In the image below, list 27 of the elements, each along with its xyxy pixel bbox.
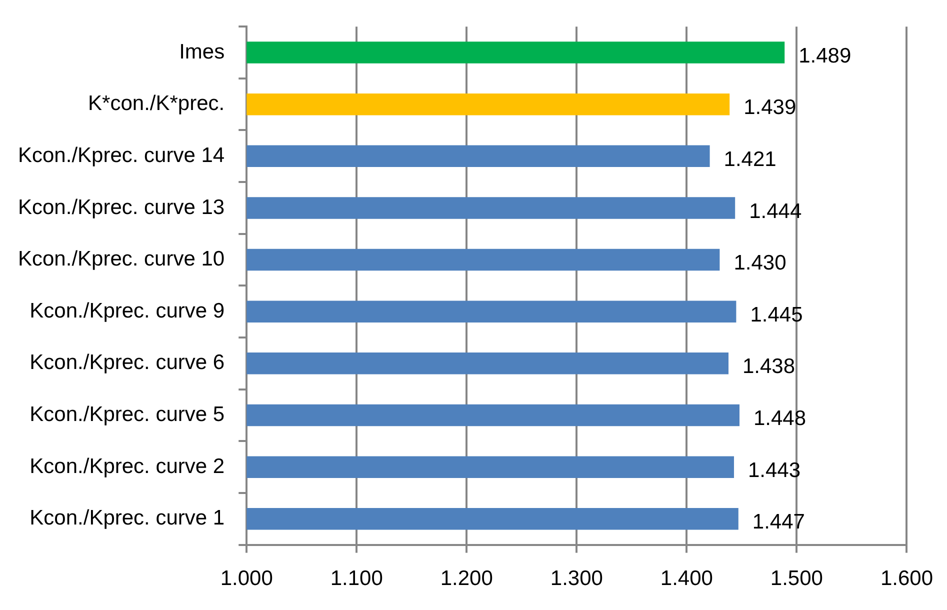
x-tick-label: 1.300 xyxy=(550,567,603,590)
y-tick-label: Kcon./Kprec. curve 1 xyxy=(30,506,225,530)
y-tick-label: Kcon./Kprec. curve 6 xyxy=(30,351,225,374)
y-tick-label: K*con./K*prec. xyxy=(88,92,225,116)
y-tick-label: Kcon./Kprec. curve 9 xyxy=(30,299,225,322)
data-label: 1.438 xyxy=(742,355,796,378)
x-tick-label: 1.400 xyxy=(660,567,713,590)
data-label: 1.445 xyxy=(750,303,803,326)
x-tick-label: 1.600 xyxy=(880,567,934,590)
data-label: 1.444 xyxy=(749,200,802,223)
y-tick-label: Kcon./Kprec. curve 5 xyxy=(30,403,225,426)
y-tick-label: Kcon./Kprec. curve 2 xyxy=(30,454,225,478)
y-tick-label: Kcon./Kprec. curve 14 xyxy=(18,144,225,167)
data-label: 1.430 xyxy=(734,252,786,275)
data-label: 1.443 xyxy=(748,458,801,482)
data-label: 1.448 xyxy=(753,407,806,430)
x-tick-label: 1.200 xyxy=(440,567,493,590)
x-tick-label: 1.100 xyxy=(330,567,383,590)
x-tick-label: 1.500 xyxy=(770,567,823,590)
x-tick-label: 1.000 xyxy=(220,567,273,590)
y-tick-label: Kcon./Kprec. curve 10 xyxy=(18,248,225,271)
data-label: 1.489 xyxy=(798,44,852,68)
y-tick-label: Kcon./Kprec. curve 13 xyxy=(18,196,225,219)
data-label: 1.447 xyxy=(752,510,805,534)
data-label: 1.439 xyxy=(744,96,796,120)
y-tick-label: Imes xyxy=(179,40,225,64)
data-label: 1.421 xyxy=(724,148,776,171)
